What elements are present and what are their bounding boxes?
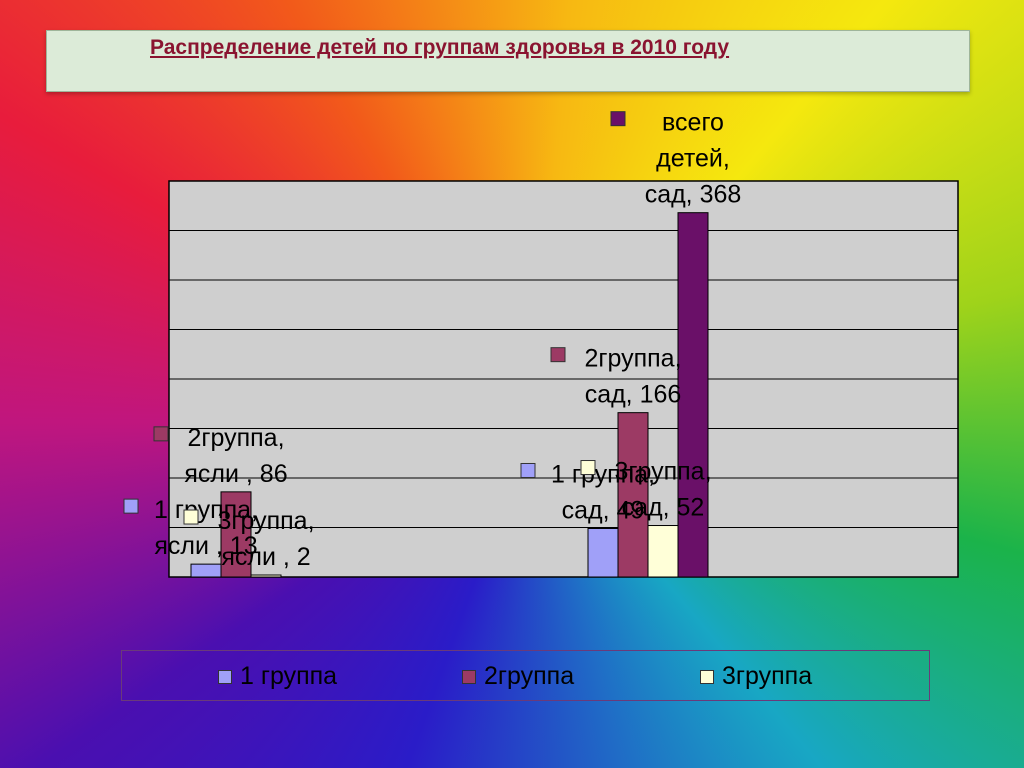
data-label-text: 2группа, — [187, 424, 284, 452]
data-label-0: 1 группа, ясли , 13 — [123, 496, 258, 560]
data-label-text: детей, — [656, 145, 730, 173]
legend-label-group3: 3группа — [722, 662, 813, 690]
data-label-2: 3группа, ясли , 2 — [183, 507, 315, 571]
data-label-text: сад, 368 — [645, 181, 742, 209]
data-label-swatch — [123, 498, 139, 514]
legend-item-group2: 2группа — [462, 662, 574, 691]
legend-swatch-group1 — [218, 669, 232, 684]
data-label-1: 2группа, ясли , 86 — [153, 424, 288, 488]
data-label-swatch — [610, 111, 626, 127]
legend-label-group1: 1 группа — [240, 662, 338, 690]
data-label-3: 1 группа, сад, 49 — [520, 460, 655, 524]
bar-series0-cat0 — [190, 563, 222, 578]
data-label-text: сад, 49 — [562, 496, 645, 524]
data-label-swatch — [153, 426, 169, 442]
data-label-5: 3группа, сад, 52 — [580, 458, 712, 522]
data-label-4: 2группа, сад, 166 — [550, 345, 682, 409]
chart-title: Распределение детей по группам здоровья … — [150, 36, 730, 59]
legend-label-group2: 2группа — [484, 662, 575, 690]
legend-swatch-group3 — [700, 669, 714, 684]
data-label-swatch — [183, 509, 199, 525]
data-label-text: 2группа, — [584, 345, 681, 373]
data-label-text: ясли , 2 — [221, 543, 310, 571]
title-box — [46, 30, 970, 92]
bar-series1-cat1 — [617, 412, 649, 578]
data-label-swatch — [520, 462, 536, 478]
data-label-text: 3группа, — [217, 507, 314, 535]
data-label-text: 3группа, — [614, 458, 711, 486]
data-label-text: 1 группа, — [551, 460, 655, 488]
data-label-6: всего детей, сад, 368 — [610, 109, 742, 209]
data-label-swatch — [580, 460, 596, 476]
legend-swatch-group2 — [462, 669, 476, 684]
data-label-text: ясли , 86 — [184, 460, 287, 488]
data-label-swatch — [550, 347, 566, 363]
legend-item-group3: 3группа — [700, 662, 812, 691]
data-label-text: сад, 52 — [622, 494, 705, 522]
data-label-text: ясли , 13 — [154, 532, 257, 560]
bar-series2-cat1 — [647, 525, 679, 578]
bar-series3-cat1 — [677, 212, 709, 578]
legend-item-group1: 1 группа — [218, 662, 337, 691]
legend — [121, 650, 930, 701]
data-label-text: всего — [662, 109, 724, 137]
bar-series2-cat0 — [250, 574, 282, 578]
bar-series1-cat0 — [220, 491, 252, 578]
data-label-text: 1 группа, — [154, 496, 258, 524]
data-label-text: сад, 166 — [585, 381, 682, 409]
bar-series0-cat1 — [587, 527, 619, 578]
